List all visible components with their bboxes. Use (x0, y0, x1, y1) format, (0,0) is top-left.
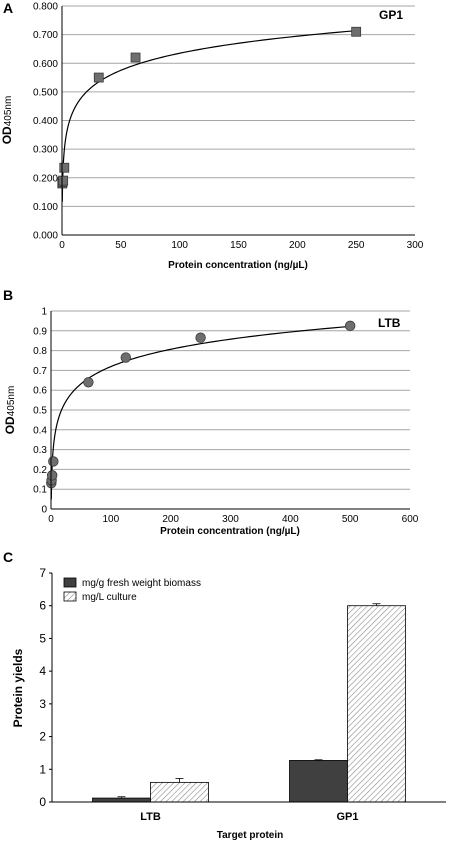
x-tick-a-1: 50 (115, 240, 127, 251)
y-tick-b-0: 0 (41, 505, 47, 516)
x-tick-a-5: 250 (348, 240, 365, 251)
x-tick-b-0: 0 (48, 514, 54, 525)
x-tick-b-1: 100 (102, 514, 119, 525)
y-axis-label-a-main: OD (0, 126, 14, 144)
y-axis-label-b: OD405nm (3, 386, 17, 435)
data-point-b-6 (195, 332, 206, 343)
data-point-b-2 (46, 470, 58, 481)
x-tick-b-2: 200 (162, 514, 179, 525)
legend-c: mg/g fresh weight biomass mg/L culture (63, 577, 201, 603)
bars-c (92, 603, 406, 803)
x-tick-a-6: 300 (407, 240, 424, 251)
y-tick-b-1: 0.1 (33, 485, 47, 496)
y-tick-a-5: 0.500 (33, 87, 58, 98)
y-tick-b-9: 0.9 (33, 326, 47, 337)
grid-a (62, 5, 415, 207)
y-tick-a-3: 0.300 (33, 145, 58, 156)
y-tick-c-5: 5 (39, 631, 46, 645)
data-point-a-5 (130, 52, 141, 63)
legend-label-series-2: mg/L culture (82, 592, 137, 603)
x-tick-b-6: 600 (402, 514, 419, 525)
bar-ltb-series-2 (150, 781, 209, 803)
panel-letter-b: B (3, 287, 13, 303)
chart-panel-b: B 0 0.1 0.2 0.3 0.4 0.5 0.6 0.7 0.8 0.9 1 0 100 200 3… (3, 287, 419, 537)
x-tick-a-3: 150 (230, 240, 247, 251)
y-axis-label-b-sub: 405nm (6, 386, 17, 417)
y-tick-labels-b: 0 0.1 0.2 0.3 0.4 0.5 0.6 0.7 0.8 0.9 1 (33, 307, 47, 516)
y-tick-c-0: 0 (39, 795, 46, 809)
legend-label-series-1: mg/g fresh weight biomass (82, 578, 201, 589)
data-point-a-3 (59, 162, 70, 173)
y-tick-a-0: 0.000 (33, 231, 58, 242)
panel-letter-c: C (3, 549, 13, 565)
x-tick-c-gp1: GP1 (336, 811, 358, 823)
y-tick-c-4: 4 (39, 664, 46, 678)
y-axis-label-a-sub: 405nm (3, 96, 14, 127)
y-tick-b-6: 0.6 (33, 386, 47, 397)
y-tick-b-8: 0.8 (33, 346, 47, 357)
y-tick-a-4: 0.400 (33, 116, 58, 127)
fit-curve-a (61, 30, 357, 202)
data-point-a-6 (351, 26, 362, 37)
fit-curve-b (50, 325, 351, 500)
bar-gp1-series-1 (289, 760, 348, 803)
chart-panel-c: C 0 1 2 3 4 5 6 7 LTB GP1 mg/g fresh weight biom… (3, 549, 446, 841)
y-tick-c-7: 7 (39, 566, 46, 580)
y-tick-a-2: 0.200 (33, 173, 58, 184)
x-tick-b-3: 300 (222, 514, 239, 525)
x-tick-labels-b: 0 100 200 300 400 500 600 (48, 514, 419, 525)
data-points-b (46, 320, 356, 489)
data-point-b-5 (120, 352, 131, 363)
inset-label-a: GP1 (379, 8, 403, 22)
y-tick-c-6: 6 (39, 599, 46, 613)
y-axis-label-a: OD405nm (0, 96, 14, 145)
y-tick-b-3: 0.3 (33, 445, 47, 456)
panel-letter-a: A (3, 0, 13, 16)
y-tick-c-1: 1 (39, 762, 46, 776)
y-tick-b-10: 1 (41, 307, 47, 318)
y-tick-b-4: 0.4 (33, 425, 47, 436)
y-tick-labels-c: 0 1 2 3 4 5 6 7 (39, 566, 52, 809)
x-axis-label-c: Target protein (217, 830, 283, 841)
data-point-b-7 (344, 320, 356, 332)
data-point-b-3 (48, 456, 59, 467)
x-tick-b-5: 500 (342, 514, 359, 525)
x-tick-a-4: 200 (289, 240, 306, 251)
y-axis-label-c: Protein yields (11, 648, 25, 727)
x-tick-a-0: 0 (59, 240, 65, 251)
x-axis-label-b: Protein concentration (ng/µL) (160, 526, 300, 537)
bar-ltb-series-1 (92, 797, 151, 803)
x-tick-labels-c: LTB GP1 (140, 811, 358, 823)
x-axis-label-a: Protein concentration (ng/µL) (168, 260, 308, 271)
y-tick-c-2: 2 (39, 730, 46, 744)
y-tick-a-6: 0.600 (33, 59, 58, 70)
x-tick-b-4: 400 (282, 514, 299, 525)
data-point-a-2 (58, 175, 69, 186)
data-points-a (57, 26, 362, 189)
data-point-b-4 (83, 377, 94, 388)
x-tick-labels-a: 0 50 100 150 200 250 300 (59, 240, 424, 251)
y-tick-b-7: 0.7 (33, 366, 47, 377)
chart-panel-a: A 0.000 0.100 0.200 0.300 0.400 0.500 0.600 0.7… (0, 0, 424, 271)
data-point-a-4 (93, 72, 104, 83)
y-tick-a-8: 0.800 (33, 2, 58, 13)
y-tick-b-5: 0.5 (33, 406, 47, 417)
legend-swatch-series-2 (63, 591, 77, 602)
x-tick-c-ltb: LTB (140, 811, 161, 823)
y-tick-c-3: 3 (39, 697, 46, 711)
y-tick-labels-a: 0.000 0.100 0.200 0.300 0.400 0.500 0.600 0.700… (33, 2, 58, 242)
y-axis-label-b-main: OD (3, 416, 17, 434)
x-tick-a-2: 100 (171, 240, 188, 251)
legend-swatch-series-1 (63, 577, 77, 588)
grid-b (51, 310, 410, 490)
y-tick-a-7: 0.700 (33, 30, 58, 41)
inset-label-b: LTB (378, 316, 401, 330)
y-tick-a-1: 0.100 (33, 202, 58, 213)
y-tick-b-2: 0.2 (33, 465, 47, 476)
bar-gp1-series-2 (347, 605, 406, 803)
